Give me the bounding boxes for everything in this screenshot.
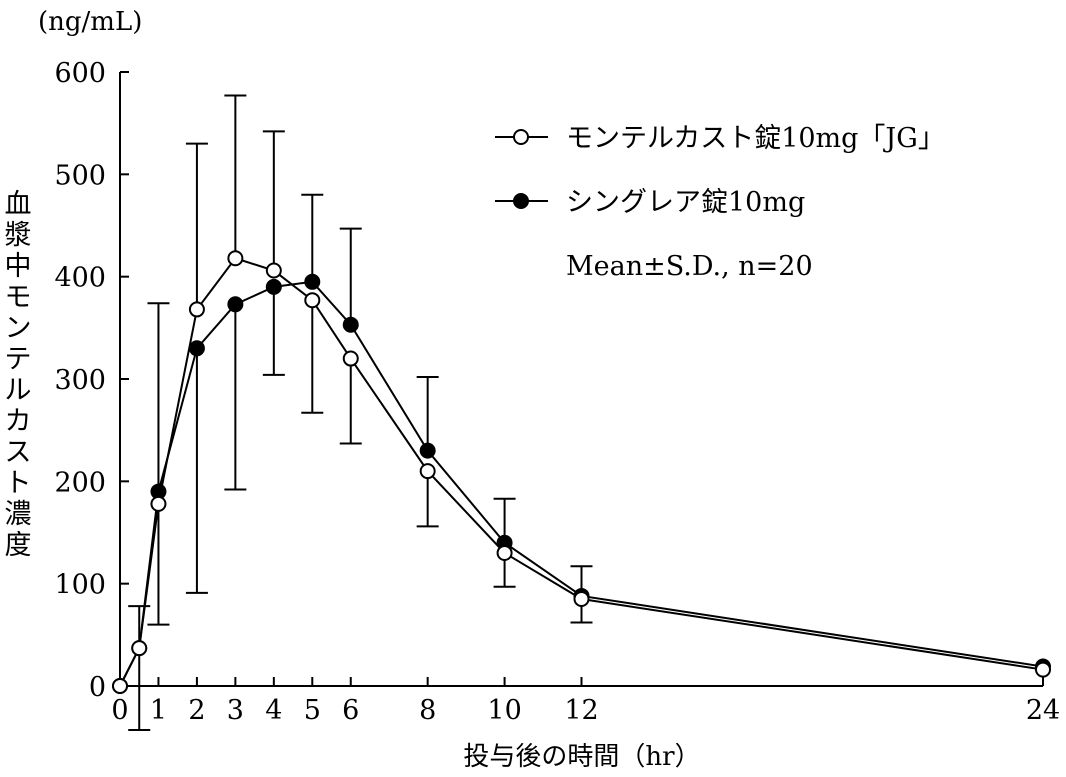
data-point-singulair [342,316,359,333]
x-tick-label: 5 [304,695,321,726]
data-point-singulair [304,273,321,290]
data-point-singulair [265,278,282,295]
data-point-singulair [419,442,436,459]
data-point-jg [304,292,321,309]
x-axis-label: 投与後の時間（hr） [463,742,700,772]
x-tick-label: 24 [1026,695,1060,726]
data-point-jg [188,301,205,318]
data-point-jg [1035,661,1051,678]
legend-marker-singulair [513,193,529,209]
legend-marker-jg [513,129,529,145]
y-tick-label: 400 [54,263,106,294]
y-axis-label-char: ン [5,313,32,344]
x-tick-label: 1 [150,695,167,726]
legend-label-singulair: シングレア錠10mg [566,187,805,218]
legend-label-jg: モンテルカスト錠10mg「JG」 [566,123,945,154]
y-axis-label-char: 度 [5,530,32,561]
x-tick-label: 4 [265,695,282,726]
y-axis-label-char: テ [5,344,32,375]
series-line-jg [119,257,1044,687]
legend: モンテルカスト錠10mg「JG」 シングレア錠10mg Mean±S.D., n… [495,123,945,282]
y-tick-label: 100 [54,570,106,601]
y-tick-label: 500 [54,160,106,191]
y-tick-label: 0 [89,672,106,703]
data-point-jg [419,463,436,480]
y-axis-label-char: ル [5,375,32,406]
y-axis-label-char: カ [5,406,32,437]
data-point-jg [227,250,244,267]
y-axis-label-char: 濃 [5,499,32,530]
y-unit-label: (ng/mL) [38,7,142,37]
y-axis-label-char: 漿 [5,220,32,251]
y-axis-label-char: 中 [5,251,32,282]
series-lines [119,257,1044,687]
y-axis-label-char: ト [5,468,32,499]
data-point-jg [496,544,513,561]
y-tick-label: 200 [54,467,106,498]
y-axis-label-char: 血 [5,189,32,220]
data-point-singulair [227,296,244,313]
annotation-mean-sd: Mean±S.D., n=20 [566,251,813,282]
data-point-jg [131,640,148,657]
x-tick-label: 12 [564,695,598,726]
y-axis-label-char: モ [5,282,32,313]
data-point-jg [342,350,359,367]
x-tick-label: 6 [342,695,359,726]
x-tick-label: 2 [188,695,205,726]
data-point-singulair [188,340,205,357]
x-tick-label: 0 [111,695,128,726]
y-tick-label: 600 [54,58,106,89]
x-tick-label: 3 [227,695,244,726]
data-points [112,250,1051,694]
x-tick-label: 10 [487,695,521,726]
data-point-jg [265,262,282,279]
y-axis-label-char: ス [5,437,32,468]
data-point-jg [150,495,167,512]
data-point-jg [112,678,128,694]
x-tick-label: 8 [419,695,436,726]
data-point-jg [573,591,590,608]
error-bars [128,94,593,732]
y-tick-label: 300 [54,365,106,396]
series-line-singulair [119,280,1044,687]
